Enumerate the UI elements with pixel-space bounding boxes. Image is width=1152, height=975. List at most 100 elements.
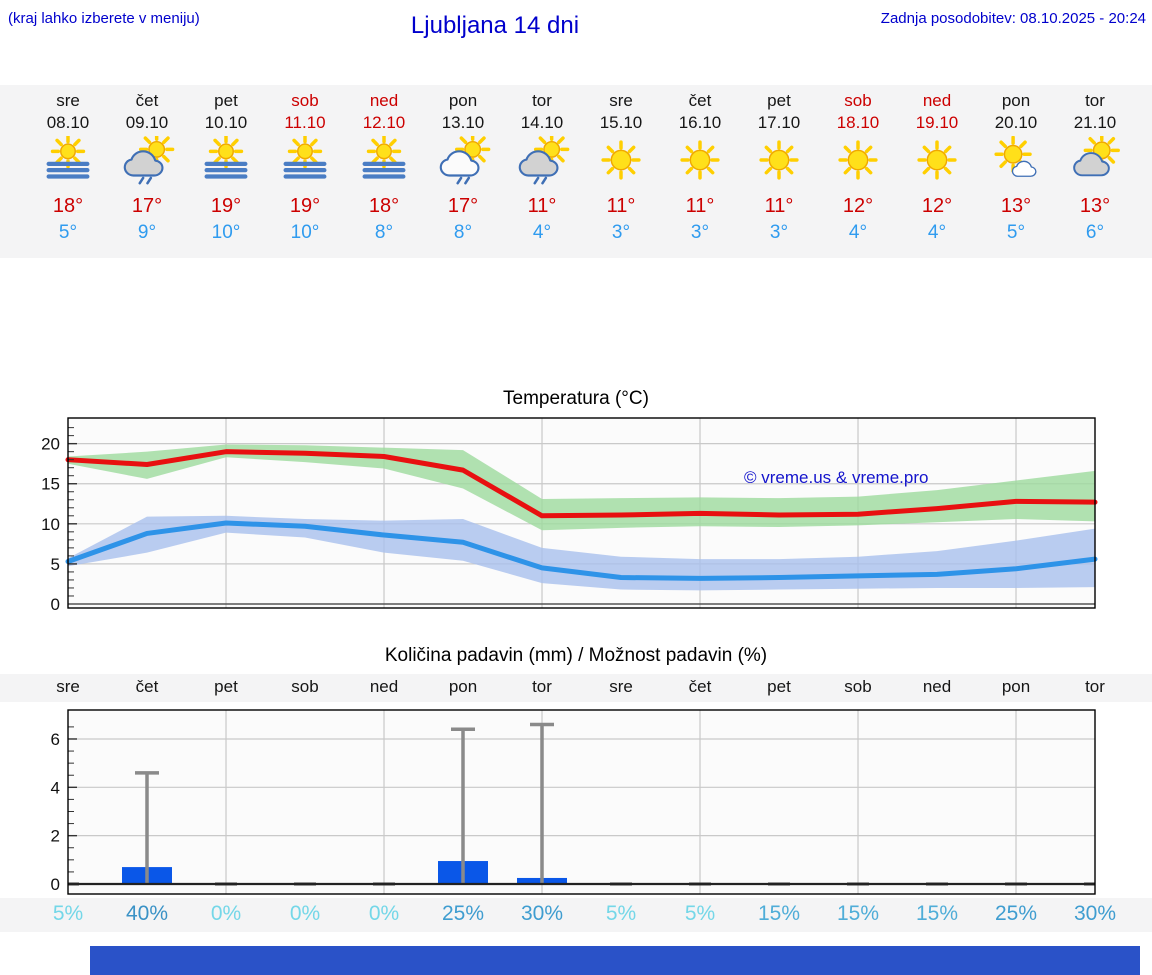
day-date: 09.10 (125, 113, 169, 132)
sun-icon (680, 140, 720, 180)
day-name: pet (214, 91, 238, 110)
sun-icon (838, 140, 878, 180)
min-temp: 3° (611, 222, 631, 243)
forecast-day-18.10: sob 18.10 12° 4° (819, 90, 898, 245)
forecast-day-20.10: pon 20.10 13° 5° (977, 90, 1056, 245)
day-name: ned (369, 91, 399, 110)
precip-day-labels: sre čet pet sob ned pon tor sre čet pet sob ned pon t… (0, 674, 1152, 702)
sun-icon (601, 140, 641, 180)
sun-small-cloud-icon (994, 135, 1037, 177)
forecast-day-12.10: ned 12.10 18° 8° (345, 90, 424, 245)
max-temp: 18° (52, 195, 84, 217)
day-date: 19.10 (915, 113, 959, 132)
min-temp: 5° (1006, 222, 1026, 243)
precip-day-label: sob (291, 677, 319, 696)
day-date: 08.10 (46, 113, 90, 132)
max-temp: 13° (1000, 195, 1032, 217)
precip-day-label: tor (1085, 677, 1105, 696)
weather-icon-wrap (29, 134, 108, 192)
weather-icon-wrap (819, 136, 898, 192)
copyright-link[interactable]: © vreme.us & vreme.pro (744, 468, 929, 487)
precip-day-label: pon (1001, 677, 1031, 696)
weather-icon-wrap (266, 134, 345, 192)
min-temp: 4° (927, 222, 947, 243)
day-name: pet (767, 91, 791, 110)
precip-probability: 15% (757, 902, 801, 925)
sun-rain-icon (123, 131, 175, 185)
svg-text:15: 15 (41, 475, 60, 494)
max-temp: 13° (1079, 195, 1111, 217)
weather-icon-wrap (424, 131, 503, 192)
day-date: 12.10 (362, 113, 406, 132)
precip-day-label: tor (532, 677, 552, 696)
day-date: 18.10 (836, 113, 880, 132)
last-update: Zadnja posodobitev: 08.10.2025 - 20:24 (880, 10, 1146, 27)
menu-hint: (kraj lahko izberete v meniju) (8, 10, 200, 27)
day-date: 16.10 (678, 113, 722, 132)
day-name: pon (448, 91, 478, 110)
svg-text:0: 0 (51, 595, 60, 610)
day-date: 13.10 (441, 113, 485, 132)
min-temp: 9° (137, 222, 157, 243)
precip-day-label: pon (448, 677, 478, 696)
weather-icon-wrap (503, 131, 582, 192)
sun-icon (759, 140, 799, 180)
day-name: pon (1001, 91, 1031, 110)
max-temp: 17° (447, 195, 479, 217)
precip-probability: 5% (52, 902, 84, 925)
forecast-strip: sre 08.10 18° 5° čet 09.10 17° 9° pet 10.10 19° 10… (0, 85, 1152, 258)
day-name: sre (609, 91, 633, 110)
min-temp: 8° (453, 222, 473, 243)
day-date: 15.10 (599, 113, 643, 132)
weather-icon-wrap (977, 135, 1056, 192)
sun-behind-cloud-icon (1073, 132, 1120, 177)
max-temp: 11° (764, 195, 794, 217)
precip-day-label: ned (922, 677, 952, 696)
svg-text:6: 6 (51, 730, 60, 749)
min-temp: 4° (532, 222, 552, 243)
day-date: 17.10 (757, 113, 801, 132)
max-temp: 19° (210, 195, 242, 217)
weather-icon-wrap (661, 136, 740, 192)
day-name: čet (688, 91, 712, 110)
max-temp: 17° (131, 195, 163, 217)
forecast-day-11.10: sob 11.10 19° 10° (266, 90, 345, 245)
day-date: 20.10 (994, 113, 1038, 132)
min-temp: 5° (58, 222, 78, 243)
day-name: sob (291, 91, 319, 110)
precip-probability: 40% (125, 902, 169, 925)
weather-icon-wrap (187, 134, 266, 192)
temperature-chart-title: Temperatura (°C) (503, 388, 649, 409)
min-temp: 10° (290, 222, 320, 243)
min-temp: 4° (848, 222, 868, 243)
forecast-day-10.10: pet 10.10 19° 10° (187, 90, 266, 245)
svg-text:5: 5 (51, 555, 60, 574)
sun-fog-icon (362, 134, 406, 179)
weather-icon-wrap (740, 136, 819, 192)
min-temp: 3° (690, 222, 710, 243)
temperature-chart: 0 5 10 15 20 (41, 417, 1098, 610)
min-temp: 8° (374, 222, 394, 243)
min-temp: 10° (211, 222, 241, 243)
svg-text:2: 2 (51, 827, 60, 846)
sun-fog-icon (204, 134, 248, 179)
day-name: ned (922, 91, 952, 110)
max-temp: 19° (289, 195, 321, 217)
weather-icon-wrap (1056, 132, 1135, 192)
forecast-day-15.10: sre 15.10 11° 3° (582, 90, 661, 245)
forecast-day-08.10: sre 08.10 18° 5° (29, 90, 108, 245)
forecast-day-19.10: ned 19.10 12° 4° (898, 90, 977, 245)
precip-probability: 5% (684, 902, 716, 925)
weather-icon-wrap (898, 136, 977, 192)
precip-probability: 0% (210, 902, 242, 925)
day-date: 21.10 (1073, 113, 1117, 132)
max-temp: 11° (606, 195, 636, 217)
min-temp: 6° (1085, 222, 1105, 243)
day-name: sre (56, 91, 80, 110)
max-temp: 12° (842, 195, 874, 217)
forecast-day-14.10: tor 14.10 11° 4° (503, 90, 582, 245)
precip-day-label: čet (688, 677, 712, 696)
page-title: Ljubljana 14 dni (410, 12, 580, 39)
precip-probability: 0% (368, 902, 400, 925)
min-temp: 3° (769, 222, 789, 243)
